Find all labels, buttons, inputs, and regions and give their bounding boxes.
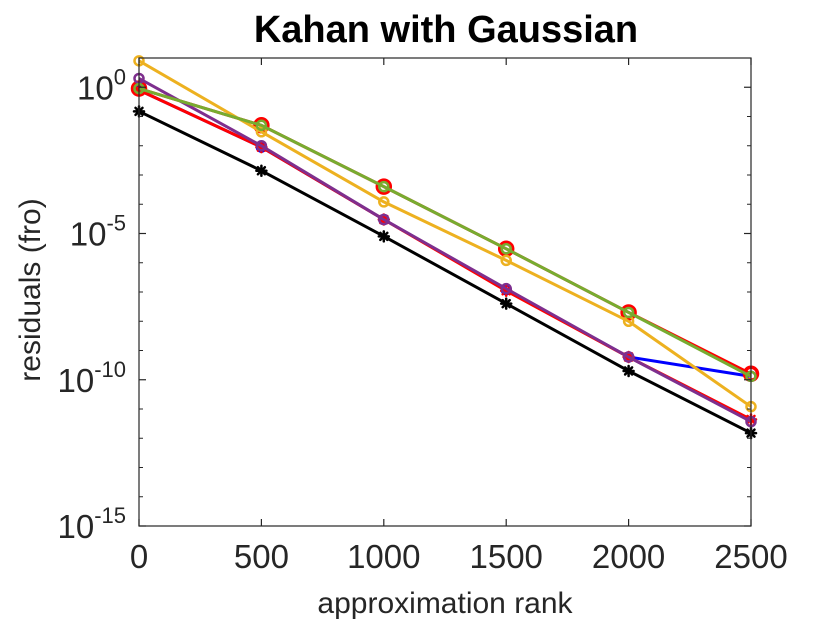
x-tick-label-5: 2500 bbox=[714, 538, 787, 575]
x-tick-label-1: 500 bbox=[234, 538, 289, 575]
series-6-point-4 bbox=[622, 364, 635, 378]
series-6-point-4-stroke-3 bbox=[623, 366, 634, 376]
series-5-point-1 bbox=[255, 119, 268, 132]
series-6-point-1-stroke-3 bbox=[256, 165, 267, 176]
series-layer bbox=[130, 55, 760, 440]
y-tick-label-exponent-2: -10 bbox=[94, 357, 126, 382]
y-tick-label-1: 10-5 bbox=[70, 211, 126, 253]
series-4-line bbox=[138, 77, 752, 423]
series-5-point-4 bbox=[622, 306, 635, 319]
y-tick-label-0: 100 bbox=[77, 64, 126, 106]
series-6-point-2 bbox=[377, 230, 391, 243]
series-3-point-1 bbox=[255, 126, 268, 138]
y-tick-label-3: 10-15 bbox=[57, 503, 126, 545]
series-6-point-3 bbox=[499, 297, 513, 310]
series-3-point-3 bbox=[500, 254, 512, 267]
chart-title: Kahan with Gaussian bbox=[254, 9, 638, 51]
series-5-point-2 bbox=[378, 180, 390, 193]
series-1-point-2 bbox=[375, 178, 393, 195]
series-6-point-2-stroke-3 bbox=[379, 231, 389, 242]
x-tick-label-4: 2000 bbox=[592, 538, 665, 575]
y-tick-label-base-1: 10 bbox=[70, 216, 107, 253]
y-tick-label-base-3: 10 bbox=[57, 508, 94, 545]
series-1-point-4 bbox=[620, 304, 637, 321]
series-5-point-3 bbox=[500, 243, 512, 255]
x-tick-label-3: 1500 bbox=[469, 538, 542, 575]
series-4 bbox=[133, 72, 757, 428]
series-6-line bbox=[138, 109, 752, 435]
series-4-point-3 bbox=[500, 282, 512, 295]
y-tick-label-exponent-0: 0 bbox=[114, 64, 126, 89]
x-tick-label-0: 0 bbox=[130, 538, 148, 575]
y-tick-label-base-2: 10 bbox=[57, 362, 94, 399]
x-tick-label-2: 1000 bbox=[347, 538, 420, 575]
series-6-point-3-stroke-3 bbox=[501, 298, 511, 309]
y-tick-label-exponent-1: -5 bbox=[106, 211, 126, 236]
series-4-point-4 bbox=[622, 351, 635, 363]
y-tick-label-base-0: 10 bbox=[77, 69, 114, 106]
series-4-point-2 bbox=[378, 213, 390, 226]
series-3-point-2 bbox=[378, 196, 390, 208]
y-axis-label: residuals (fro) bbox=[14, 198, 47, 381]
series-5-line bbox=[138, 87, 752, 378]
series-6-point-1 bbox=[255, 164, 268, 177]
y-tick-label-2: 10-10 bbox=[57, 357, 126, 399]
series-4-point-1 bbox=[255, 140, 268, 152]
y-tick-label-exponent-3: -15 bbox=[94, 503, 126, 528]
x-axis-label: approximation rank bbox=[317, 587, 573, 620]
